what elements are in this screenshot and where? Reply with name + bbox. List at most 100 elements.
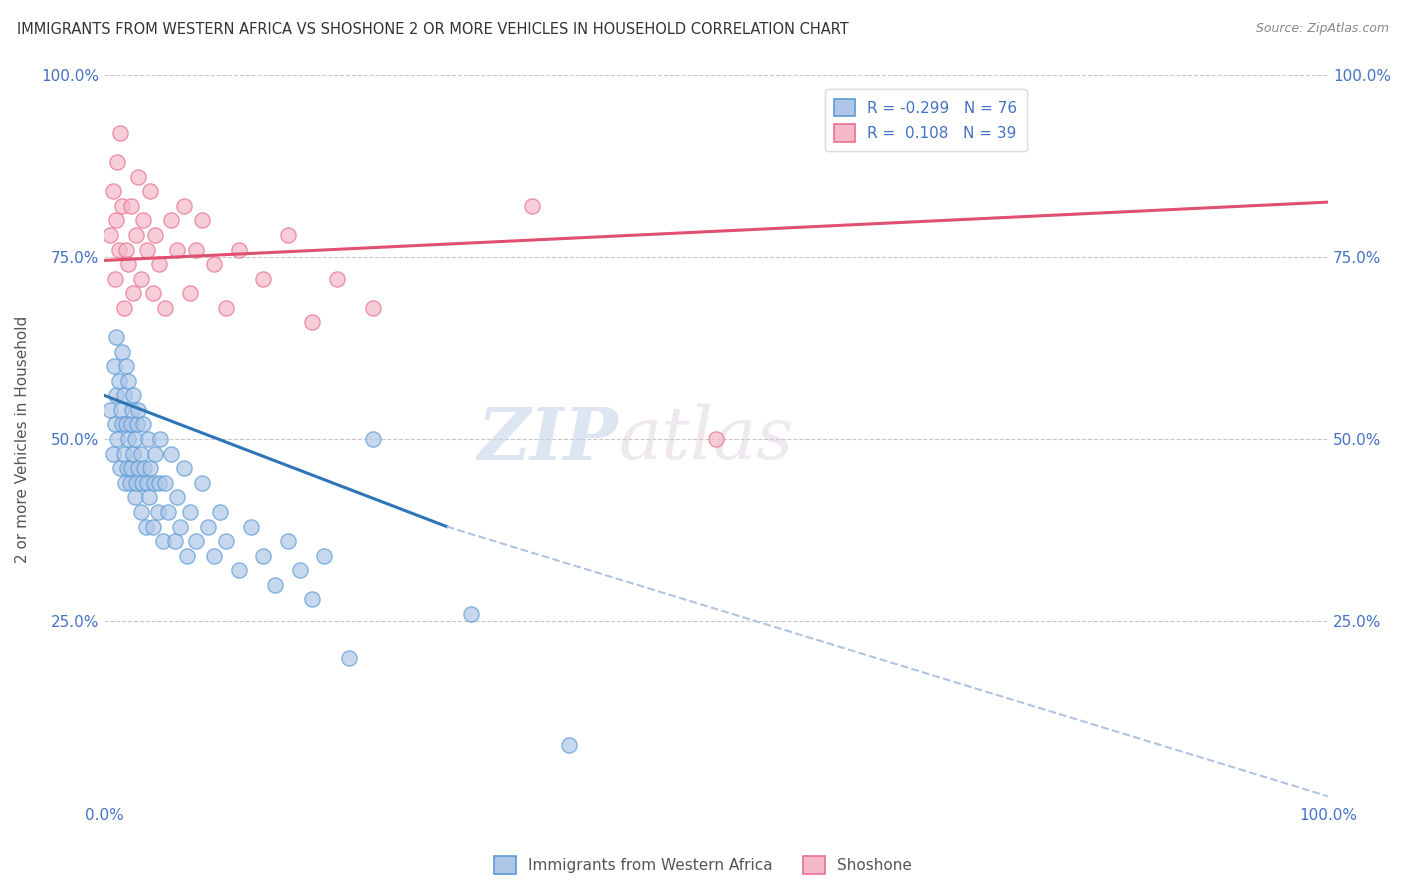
Point [112,447,135,461]
Point [143,475,166,490]
Point [156,505,179,519]
Point [301,315,323,329]
Point [361,432,384,446]
Point [191,213,214,227]
Point [522,199,544,213]
Point [111,344,134,359]
Point [146,505,169,519]
Point [124,491,146,505]
Point [115,359,138,373]
Point [117,374,139,388]
Point [228,563,250,577]
Point [98,227,121,242]
Point [301,592,323,607]
Point [163,534,186,549]
Point [112,301,135,315]
Point [120,461,142,475]
Point [124,432,146,446]
Point [179,286,201,301]
Point [104,417,127,432]
Point [125,227,148,242]
Point [121,403,143,417]
Point [202,257,225,271]
Point [145,447,167,461]
Point [139,184,162,198]
Point [173,461,195,475]
Point [129,271,152,285]
Point [117,257,139,271]
Point [169,519,191,533]
Point [135,519,157,533]
Point [114,475,136,490]
Point [138,491,160,505]
Point [152,534,174,549]
Point [105,388,128,402]
Point [179,505,201,519]
Point [228,243,250,257]
Point [160,447,183,461]
Point [166,491,188,505]
Point [122,286,145,301]
Point [191,475,214,490]
Point [104,271,127,285]
Text: ZIP: ZIP [477,403,619,475]
Point [135,475,157,490]
Point [264,578,287,592]
Point [277,534,299,549]
Point [132,417,155,432]
Point [105,213,128,227]
Point [111,417,134,432]
Point [112,388,135,402]
Point [704,432,727,446]
Point [127,169,149,184]
Point [103,359,125,373]
Point [105,330,128,344]
Point [135,243,157,257]
Point [101,184,124,198]
Point [361,301,384,315]
Point [115,243,138,257]
Point [101,447,124,461]
Point [337,650,360,665]
Point [115,417,138,432]
Text: atlas: atlas [619,404,793,475]
Point [110,403,132,417]
Point [184,243,207,257]
Point [215,534,238,549]
Text: Source: ZipAtlas.com: Source: ZipAtlas.com [1256,22,1389,36]
Point [149,432,172,446]
Point [127,461,149,475]
Point [117,432,139,446]
Point [118,475,141,490]
Point [120,199,142,213]
Point [107,243,129,257]
Point [107,432,129,446]
Point [139,461,162,475]
Legend: Immigrants from Western Africa, Shoshone: Immigrants from Western Africa, Shoshone [488,850,918,880]
Point [176,549,198,563]
Point [197,519,219,533]
Point [166,243,188,257]
Point [98,403,121,417]
Point [202,549,225,563]
Point [107,155,129,169]
Point [160,213,183,227]
Point [132,213,155,227]
Point [153,475,176,490]
Point [136,432,159,446]
Point [129,505,152,519]
Point [209,505,232,519]
Point [131,475,153,490]
Point [460,607,482,621]
Y-axis label: 2 or more Vehicles in Household: 2 or more Vehicles in Household [15,316,30,563]
Point [153,301,176,315]
Point [252,271,274,285]
Point [288,563,311,577]
Point [252,549,274,563]
Point [173,199,195,213]
Point [142,286,165,301]
Point [108,126,131,140]
Point [107,374,129,388]
Point [148,475,170,490]
Point [184,534,207,549]
